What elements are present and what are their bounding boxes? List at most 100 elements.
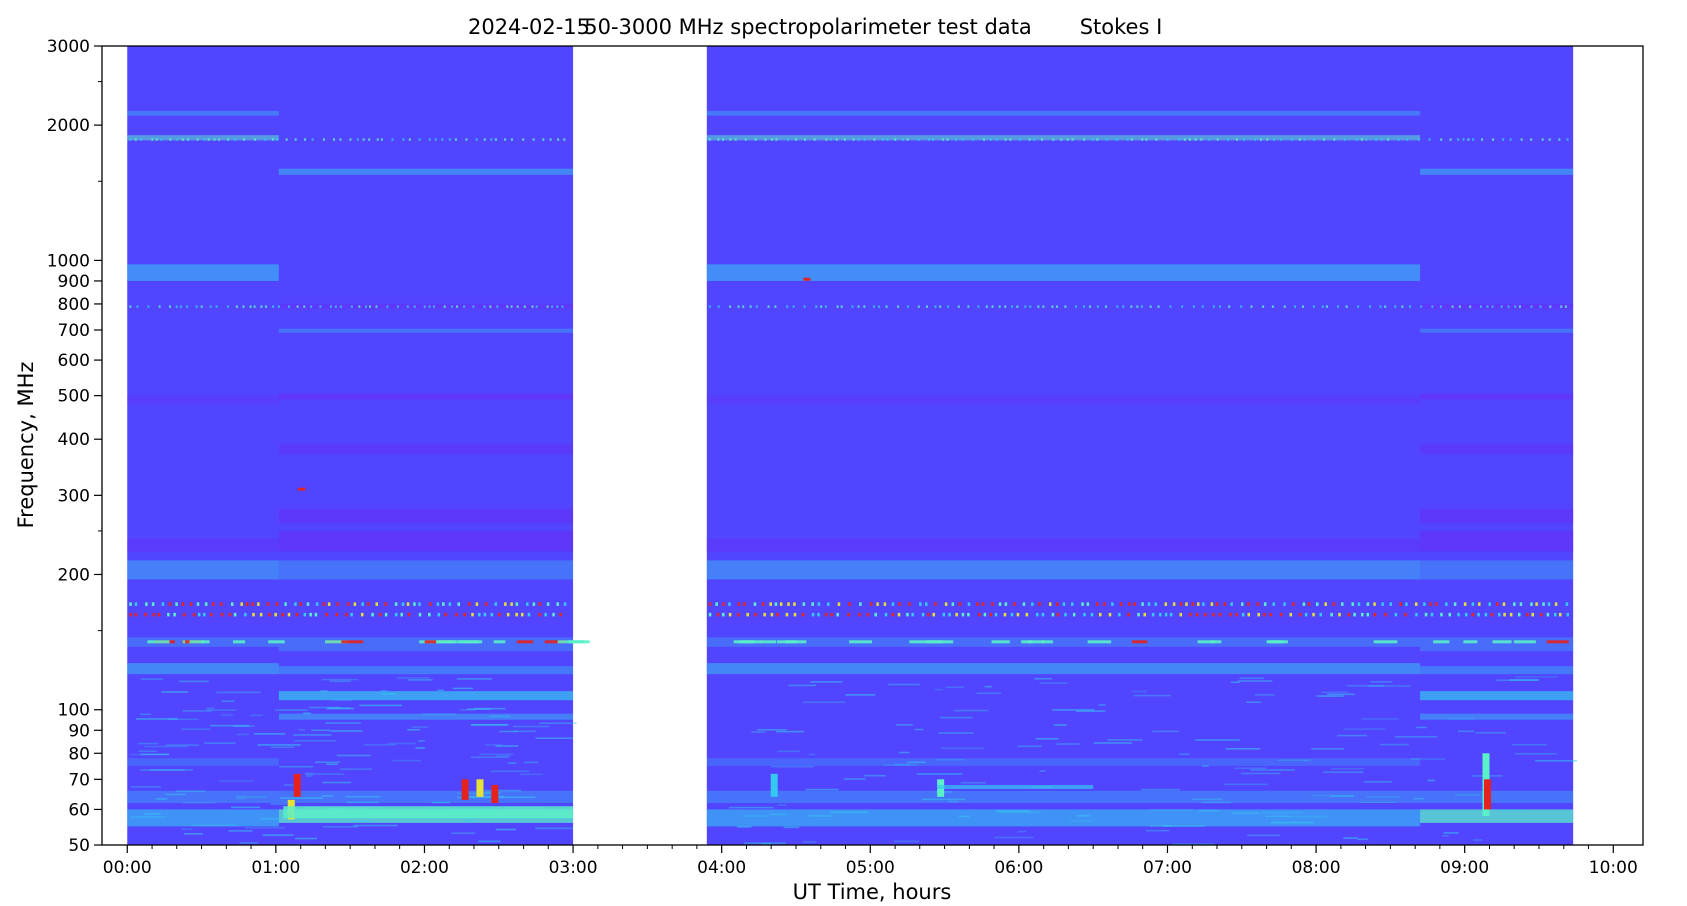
rfi-dot xyxy=(767,305,770,308)
rfi-dot xyxy=(1471,602,1475,606)
rfi-dot xyxy=(303,305,306,308)
rfi-dot xyxy=(515,612,518,617)
rfi-dot xyxy=(1136,305,1139,308)
noise-streak xyxy=(1327,693,1355,696)
noise-streak xyxy=(1225,748,1261,750)
rfi-dot xyxy=(978,612,981,617)
rfi-dot xyxy=(1083,138,1086,141)
rfi-dot xyxy=(1040,138,1043,141)
rfi-dot xyxy=(708,612,712,617)
noise-streak xyxy=(1509,679,1540,681)
rfi-dot xyxy=(152,612,156,617)
rfi-dot xyxy=(463,612,466,617)
rfi-dot xyxy=(475,138,478,141)
rfi-dot xyxy=(134,602,138,606)
rfi-dot xyxy=(1263,602,1267,606)
spectrogram-heatmap xyxy=(127,46,1577,845)
noise-streak xyxy=(1262,811,1303,814)
rfi-dot xyxy=(220,612,224,617)
rfi-dot xyxy=(468,602,471,606)
rfi-dot xyxy=(763,612,766,617)
rfi-dot xyxy=(1116,305,1119,308)
rfi-dot xyxy=(196,138,199,141)
rfi-dot xyxy=(1132,640,1148,644)
rfi-dot xyxy=(1096,602,1099,606)
spectral-band xyxy=(278,560,574,580)
rfi-dot xyxy=(212,602,215,606)
rfi-dot xyxy=(898,602,901,606)
rfi-dot xyxy=(563,138,566,141)
rfi-dot xyxy=(1546,640,1569,644)
rfi-dot xyxy=(1338,612,1341,617)
rfi-dot xyxy=(129,138,132,141)
spectral-band xyxy=(278,303,574,309)
rfi-dot xyxy=(1056,602,1059,606)
noise-streak xyxy=(995,810,1030,812)
rfi-dot xyxy=(268,612,271,617)
rfi-dot xyxy=(1013,602,1016,606)
rfi-dot xyxy=(1218,305,1221,308)
rfi-dot xyxy=(353,602,357,606)
rfi-dot xyxy=(1155,138,1158,141)
rfi-dot xyxy=(1166,138,1169,141)
rfi-dot xyxy=(444,612,448,617)
noise-streak xyxy=(1535,759,1577,762)
rfi-dot xyxy=(884,612,888,617)
rfi-dot xyxy=(349,138,352,141)
rfi-dot xyxy=(1197,602,1200,606)
rfi-dot xyxy=(504,602,507,606)
rfi-dot xyxy=(230,602,234,606)
spectral-band xyxy=(706,663,1421,675)
rfi-dot xyxy=(1060,138,1063,141)
noise-streak xyxy=(135,718,178,720)
noise-streak xyxy=(231,806,261,809)
rfi-dot xyxy=(921,612,925,617)
rfi-dot xyxy=(1430,612,1434,617)
rfi-dot xyxy=(1500,305,1503,308)
rfi-dot xyxy=(1565,602,1569,606)
rfi-dot xyxy=(917,305,920,308)
rfi-dot xyxy=(1397,138,1400,141)
rfi-dot xyxy=(849,640,873,644)
spectral-band xyxy=(1420,530,1574,552)
rfi-dot xyxy=(1486,305,1489,308)
rfi-dot xyxy=(1108,612,1112,617)
spectral-band xyxy=(706,264,1421,281)
rfi-dot xyxy=(526,602,529,606)
noise-streak xyxy=(339,768,373,770)
rfi-dot xyxy=(1384,305,1387,308)
noise-streak xyxy=(1152,730,1180,733)
rfi-dot xyxy=(1111,602,1114,606)
rfi-dot xyxy=(1016,305,1019,308)
noise-streak xyxy=(181,828,193,831)
rfi-dot xyxy=(368,305,371,308)
rfi-dot xyxy=(375,602,378,606)
rfi-dot xyxy=(1215,602,1219,606)
rfi-dot xyxy=(544,640,566,644)
rfi-dot xyxy=(951,602,955,606)
noise-streak xyxy=(1455,794,1481,796)
rfi-dot xyxy=(242,305,245,308)
noise-streak xyxy=(496,755,511,757)
noise-streak xyxy=(769,813,787,816)
rfi-dot xyxy=(294,138,297,141)
rfi-dot xyxy=(742,305,745,308)
rfi-dot xyxy=(1118,612,1121,617)
rfi-dot xyxy=(722,138,725,141)
noise-streak xyxy=(456,678,492,680)
rfi-dot xyxy=(811,602,814,606)
rfi-dot xyxy=(1151,612,1155,617)
rfi-dot xyxy=(1312,305,1315,308)
rfi-dot xyxy=(179,305,182,308)
rfi-dot xyxy=(434,138,437,141)
noise-streak xyxy=(1250,769,1295,771)
rfi-dot xyxy=(220,602,223,606)
rfi-dot xyxy=(1399,602,1402,606)
rfi-dot xyxy=(207,138,210,141)
rfi-dot xyxy=(991,602,994,606)
rfi-dot xyxy=(181,602,185,606)
noise-streak xyxy=(304,772,314,775)
spectral-band xyxy=(278,328,574,333)
noise-streak xyxy=(1201,765,1209,767)
noise-streak xyxy=(1133,694,1171,697)
